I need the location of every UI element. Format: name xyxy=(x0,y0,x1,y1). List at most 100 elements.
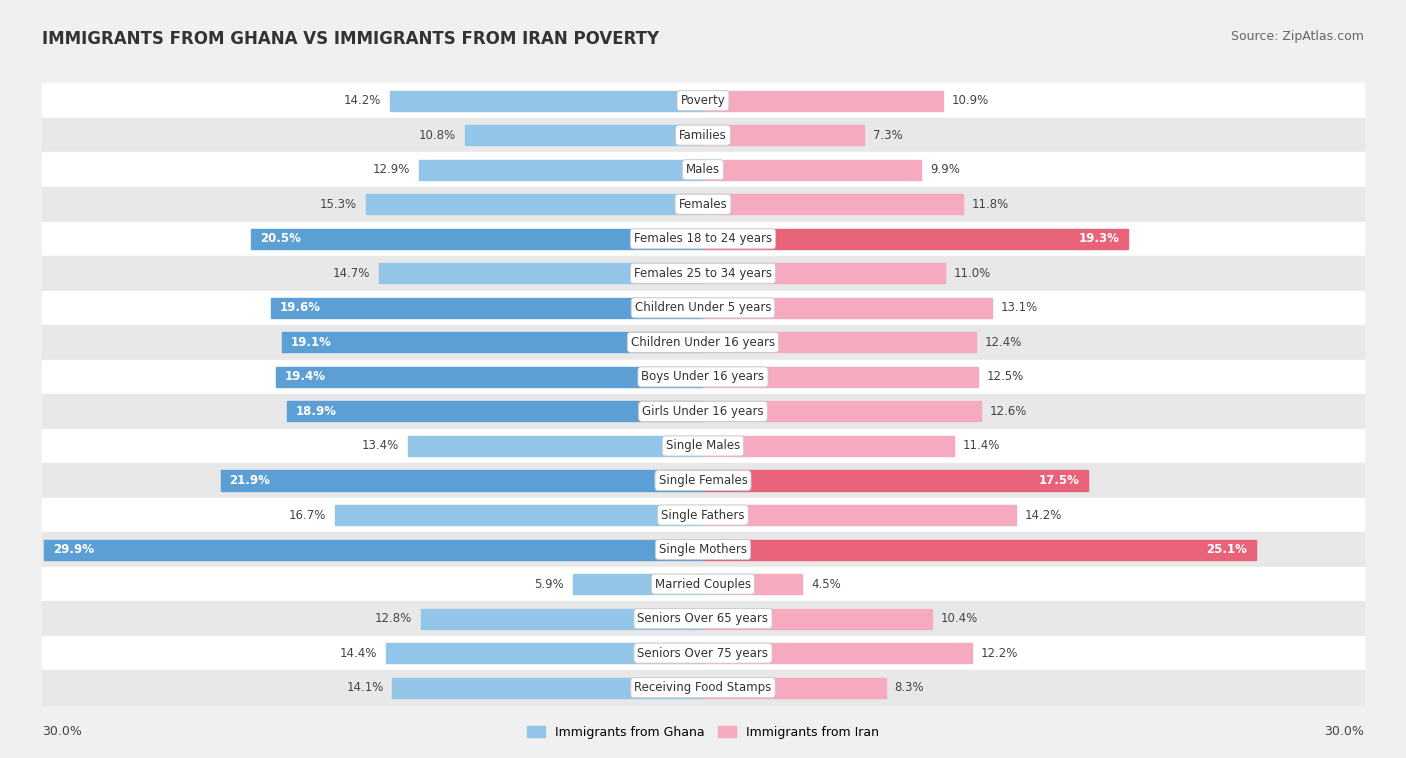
Text: 13.4%: 13.4% xyxy=(361,440,399,453)
Bar xyxy=(221,471,703,490)
Bar xyxy=(42,670,1364,705)
Text: 12.8%: 12.8% xyxy=(375,612,412,625)
Text: 30.0%: 30.0% xyxy=(42,725,82,738)
Text: Females: Females xyxy=(679,198,727,211)
Text: Girls Under 16 years: Girls Under 16 years xyxy=(643,405,763,418)
Bar xyxy=(391,91,703,111)
Bar xyxy=(287,402,703,421)
Bar xyxy=(276,367,703,387)
Bar xyxy=(42,636,1364,670)
Text: 10.8%: 10.8% xyxy=(419,129,457,142)
Bar xyxy=(42,567,1364,601)
Bar xyxy=(392,678,703,697)
Text: Single Fathers: Single Fathers xyxy=(661,509,745,522)
Bar xyxy=(42,532,1364,567)
Text: 30.0%: 30.0% xyxy=(1324,725,1364,738)
Text: 12.4%: 12.4% xyxy=(986,336,1022,349)
Text: 17.5%: 17.5% xyxy=(1039,474,1080,487)
Bar xyxy=(42,187,1364,221)
Text: 7.3%: 7.3% xyxy=(873,129,903,142)
Text: 4.5%: 4.5% xyxy=(811,578,841,590)
Bar xyxy=(703,263,945,283)
Bar xyxy=(283,332,703,352)
Text: Single Mothers: Single Mothers xyxy=(659,543,747,556)
Text: 9.9%: 9.9% xyxy=(929,163,960,176)
Text: 25.1%: 25.1% xyxy=(1206,543,1247,556)
Text: 14.7%: 14.7% xyxy=(333,267,370,280)
Bar xyxy=(703,678,886,697)
Legend: Immigrants from Ghana, Immigrants from Iran: Immigrants from Ghana, Immigrants from I… xyxy=(522,721,884,744)
Bar xyxy=(42,83,1364,118)
Text: 12.6%: 12.6% xyxy=(990,405,1026,418)
Bar xyxy=(408,436,703,456)
Text: 11.0%: 11.0% xyxy=(955,267,991,280)
Text: Seniors Over 75 years: Seniors Over 75 years xyxy=(637,647,769,659)
Text: 14.4%: 14.4% xyxy=(340,647,377,659)
Bar xyxy=(703,609,932,628)
Bar xyxy=(703,91,943,111)
Bar xyxy=(42,221,1364,256)
Text: 10.4%: 10.4% xyxy=(941,612,979,625)
Bar xyxy=(252,229,703,249)
Text: Single Females: Single Females xyxy=(658,474,748,487)
Bar xyxy=(465,125,703,146)
Bar xyxy=(703,471,1088,490)
Text: 14.2%: 14.2% xyxy=(1025,509,1062,522)
Text: 15.3%: 15.3% xyxy=(321,198,357,211)
Text: Single Males: Single Males xyxy=(666,440,740,453)
Text: Families: Families xyxy=(679,129,727,142)
Bar xyxy=(366,194,703,215)
Text: Females 25 to 34 years: Females 25 to 34 years xyxy=(634,267,772,280)
Bar xyxy=(703,298,991,318)
Text: 14.2%: 14.2% xyxy=(344,94,381,107)
Bar xyxy=(42,359,1364,394)
Text: Children Under 5 years: Children Under 5 years xyxy=(634,302,772,315)
Bar xyxy=(271,298,703,318)
Text: Females 18 to 24 years: Females 18 to 24 years xyxy=(634,232,772,246)
Bar xyxy=(703,332,976,352)
Text: Source: ZipAtlas.com: Source: ZipAtlas.com xyxy=(1230,30,1364,43)
Text: 8.3%: 8.3% xyxy=(894,681,924,694)
Bar xyxy=(335,505,703,525)
Bar xyxy=(42,118,1364,152)
Bar xyxy=(42,429,1364,463)
Bar xyxy=(703,194,963,215)
Text: 18.9%: 18.9% xyxy=(295,405,336,418)
Text: 19.6%: 19.6% xyxy=(280,302,321,315)
Text: IMMIGRANTS FROM GHANA VS IMMIGRANTS FROM IRAN POVERTY: IMMIGRANTS FROM GHANA VS IMMIGRANTS FROM… xyxy=(42,30,659,49)
Text: 21.9%: 21.9% xyxy=(229,474,270,487)
Text: Receiving Food Stamps: Receiving Food Stamps xyxy=(634,681,772,694)
Text: 19.1%: 19.1% xyxy=(291,336,332,349)
Text: 14.1%: 14.1% xyxy=(346,681,384,694)
Bar xyxy=(42,498,1364,532)
Bar xyxy=(42,152,1364,187)
Text: Males: Males xyxy=(686,163,720,176)
Bar xyxy=(703,540,1256,559)
Bar xyxy=(42,601,1364,636)
Text: 11.4%: 11.4% xyxy=(963,440,1000,453)
Text: 12.5%: 12.5% xyxy=(987,371,1025,384)
Bar xyxy=(420,609,703,628)
Bar xyxy=(574,574,703,594)
Bar xyxy=(385,643,703,663)
Text: 10.9%: 10.9% xyxy=(952,94,990,107)
Text: 16.7%: 16.7% xyxy=(290,509,326,522)
Text: Boys Under 16 years: Boys Under 16 years xyxy=(641,371,765,384)
Text: 11.8%: 11.8% xyxy=(972,198,1010,211)
Bar xyxy=(42,463,1364,498)
Bar xyxy=(703,125,863,146)
Text: 29.9%: 29.9% xyxy=(53,543,94,556)
Bar xyxy=(380,263,703,283)
Bar xyxy=(45,540,703,559)
Text: 19.3%: 19.3% xyxy=(1078,232,1119,246)
Text: 20.5%: 20.5% xyxy=(260,232,301,246)
Bar xyxy=(42,256,1364,290)
Text: 12.2%: 12.2% xyxy=(980,647,1018,659)
Bar xyxy=(703,505,1015,525)
Text: Married Couples: Married Couples xyxy=(655,578,751,590)
Bar xyxy=(42,290,1364,325)
Text: Children Under 16 years: Children Under 16 years xyxy=(631,336,775,349)
Text: 19.4%: 19.4% xyxy=(284,371,325,384)
Text: 13.1%: 13.1% xyxy=(1001,302,1038,315)
Bar xyxy=(703,436,955,456)
